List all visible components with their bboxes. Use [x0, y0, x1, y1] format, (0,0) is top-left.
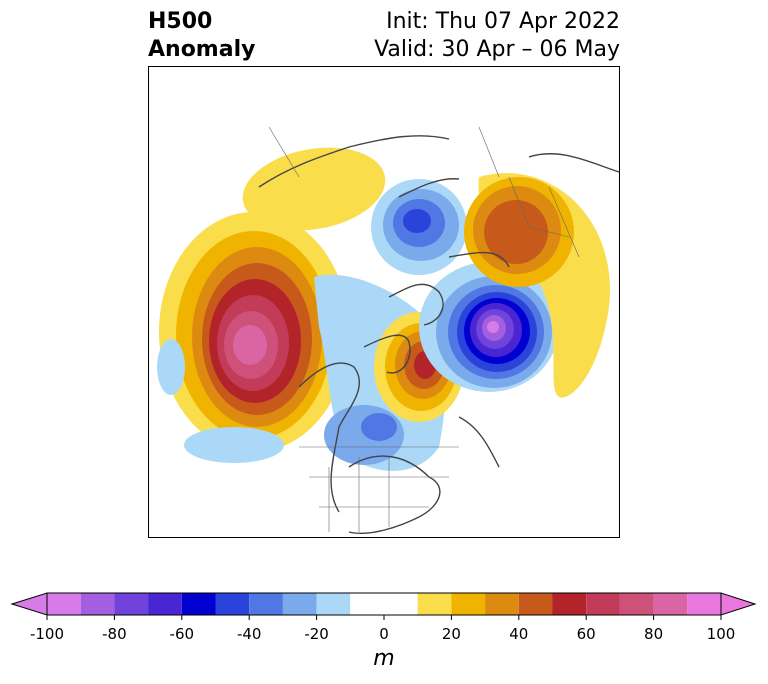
title-line-2: Anomaly	[148, 37, 256, 62]
colorbar-bin	[282, 593, 317, 615]
init-date: Init: Thu 07 Apr 2022	[386, 9, 620, 34]
negative-anomaly-atlantic	[419, 262, 559, 392]
valid-date: Valid: 30 Apr – 06 May	[374, 37, 620, 62]
colorbar-bin	[417, 593, 452, 615]
positive-anomaly-siberia	[242, 147, 386, 231]
colorbar	[10, 592, 757, 620]
colorbar-tick-label: -20	[304, 625, 329, 643]
colorbar-tick-label: 60	[576, 625, 596, 643]
colorbar-tick-label: 80	[644, 625, 664, 643]
borders	[268, 126, 580, 532]
title-line-1: H500	[148, 9, 213, 34]
colorbar-bin	[485, 593, 519, 615]
colorbar-tick-label: 100	[706, 625, 736, 643]
colorbar-low-arrow	[10, 592, 48, 616]
colorbar-tick-label: -80	[102, 625, 127, 643]
colorbar-bin	[47, 593, 81, 615]
colorbar-high-arrow	[720, 592, 757, 616]
colorbar-bin	[114, 593, 149, 615]
positive-anomaly-eurasia	[464, 173, 610, 398]
colorbar-bin	[316, 593, 351, 615]
coastlines	[258, 135, 619, 534]
colorbar-bin	[181, 593, 216, 615]
forecast-dates: Init: Thu 07 Apr 2022 Valid: 30 Apr – 06…	[374, 8, 620, 64]
positive-anomaly-greenland	[374, 312, 464, 422]
colorbar-bin	[687, 593, 721, 615]
colorbar-tick-label: -60	[169, 625, 195, 643]
anomaly-map	[148, 66, 620, 538]
colorbar-tick-label: -100	[29, 625, 65, 643]
colorbar-bin	[148, 593, 182, 615]
colorbar-tick-label: 20	[441, 625, 461, 643]
negative-anomaly-west	[157, 339, 185, 395]
colorbar-bin	[350, 593, 418, 615]
colorbar-bin	[451, 593, 486, 615]
colorbar-bin	[586, 593, 620, 615]
colorbar-bin	[518, 593, 553, 615]
colorbar-bin	[215, 593, 250, 615]
colorbar-bin	[80, 593, 115, 615]
colorbar-tick-label: -40	[236, 625, 262, 643]
map-title: H500 Anomaly	[148, 8, 255, 64]
colorbar-tick-label: 40	[509, 625, 529, 643]
map-canvas	[157, 126, 619, 534]
negative-anomaly-aleutians	[184, 427, 284, 463]
negative-anomaly-barents	[371, 179, 467, 275]
colorbar-units: m	[373, 646, 395, 671]
positive-anomaly-pacific	[159, 212, 349, 452]
colorbar-tick-label: 0	[379, 625, 389, 643]
colorbar-bin	[552, 593, 587, 615]
colorbar-bin	[249, 593, 283, 615]
colorbar-bin	[653, 593, 688, 615]
colorbar-bin	[619, 593, 654, 615]
